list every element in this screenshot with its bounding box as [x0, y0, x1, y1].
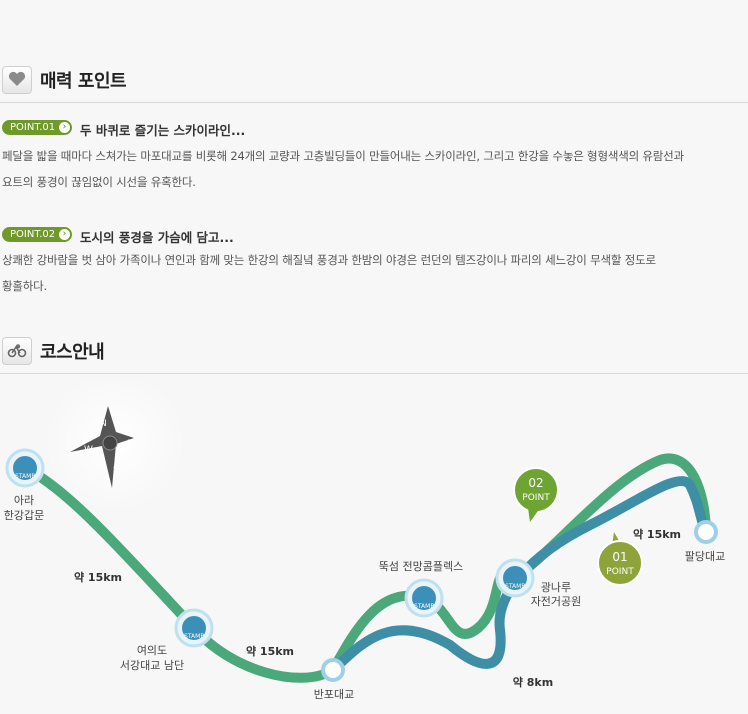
chevron-right-icon: › — [59, 229, 70, 240]
stamp-yeouido[interactable]: STAMP — [174, 608, 214, 648]
stamp-ttukseom[interactable]: STAMP — [404, 578, 444, 618]
point-02-description: 상쾌한 강바람을 벗 삼아 가족이나 연인과 함께 맞는 한강의 해질녘 풍경과… — [2, 253, 656, 293]
label-gwangnaru-line1: 광나루 — [541, 581, 571, 594]
distance-4: 약 15km — [633, 527, 681, 541]
svg-text:POINT: POINT — [606, 567, 634, 577]
node-banpo[interactable] — [321, 658, 345, 682]
svg-text:02: 02 — [528, 476, 543, 490]
distance-3: 약 8km — [513, 675, 553, 689]
point-02-marker[interactable]: 02 POINT — [513, 467, 559, 522]
chevron-right-icon: › — [59, 122, 70, 133]
svg-text:STAMP: STAMP — [15, 473, 35, 480]
distance-1: 약 15km — [74, 570, 122, 584]
course-title: 코스안내 — [40, 342, 105, 363]
point-02-title: 도시의 풍경을 가슴에 담고... — [80, 230, 234, 245]
label-yeouido-line1: 여의도 — [137, 644, 167, 657]
label-gwangnaru-line2: 자전거공원 — [531, 595, 582, 608]
point-01-description: 페달을 밟을 때마다 스쳐가는 마포대교를 비롯해 24개의 교량과 고층빌딩들… — [2, 149, 684, 189]
stamp-ara[interactable]: STAMP — [5, 448, 45, 488]
svg-text:STAMP: STAMP — [505, 583, 525, 590]
svg-text:N: N — [100, 419, 107, 429]
svg-text:E: E — [127, 439, 133, 449]
course-header: 코스안내 — [0, 337, 748, 374]
label-banpo: 반포대교 — [314, 688, 354, 701]
svg-text:STAMP: STAMP — [414, 603, 434, 610]
svg-text:STAMP: STAMP — [184, 633, 204, 640]
label-ara-line2: 한강갑문 — [4, 509, 44, 522]
svg-text:W: W — [84, 445, 93, 455]
compass-icon: N E S W — [43, 370, 187, 514]
svg-text:01: 01 — [612, 550, 627, 564]
attractions-header: 매력 포인트 — [0, 66, 748, 103]
point-01-badge[interactable]: POINT.01 › — [2, 120, 72, 135]
node-paldang[interactable] — [694, 520, 718, 544]
svg-text:S: S — [113, 465, 119, 475]
stamp-gwangnaru[interactable]: STAMP — [495, 558, 535, 598]
label-ttukseom: 뚝섬 전망콤플렉스 — [379, 560, 463, 573]
attractions-title: 매력 포인트 — [40, 71, 127, 92]
point-01-title: 두 바퀴로 즐기는 스카이라인... — [80, 123, 246, 138]
point-02-badge[interactable]: POINT.02 › — [2, 227, 72, 242]
label-yeouido-line2: 서강대교 남단 — [120, 659, 184, 672]
svg-text:POINT: POINT — [522, 493, 550, 503]
course-map: N E S W 02 POINT 01 POINT STAMP — [0, 370, 748, 710]
distance-2: 약 15km — [246, 644, 294, 658]
heart-icon — [2, 66, 32, 94]
label-paldang: 팔당대교 — [685, 550, 725, 563]
bicycle-icon — [2, 337, 32, 365]
point-01-marker[interactable]: 01 POINT — [597, 532, 643, 586]
course-map-svg: N E S W 02 POINT 01 POINT STAMP — [4, 370, 725, 701]
label-ara-line1: 아라 — [14, 494, 34, 507]
